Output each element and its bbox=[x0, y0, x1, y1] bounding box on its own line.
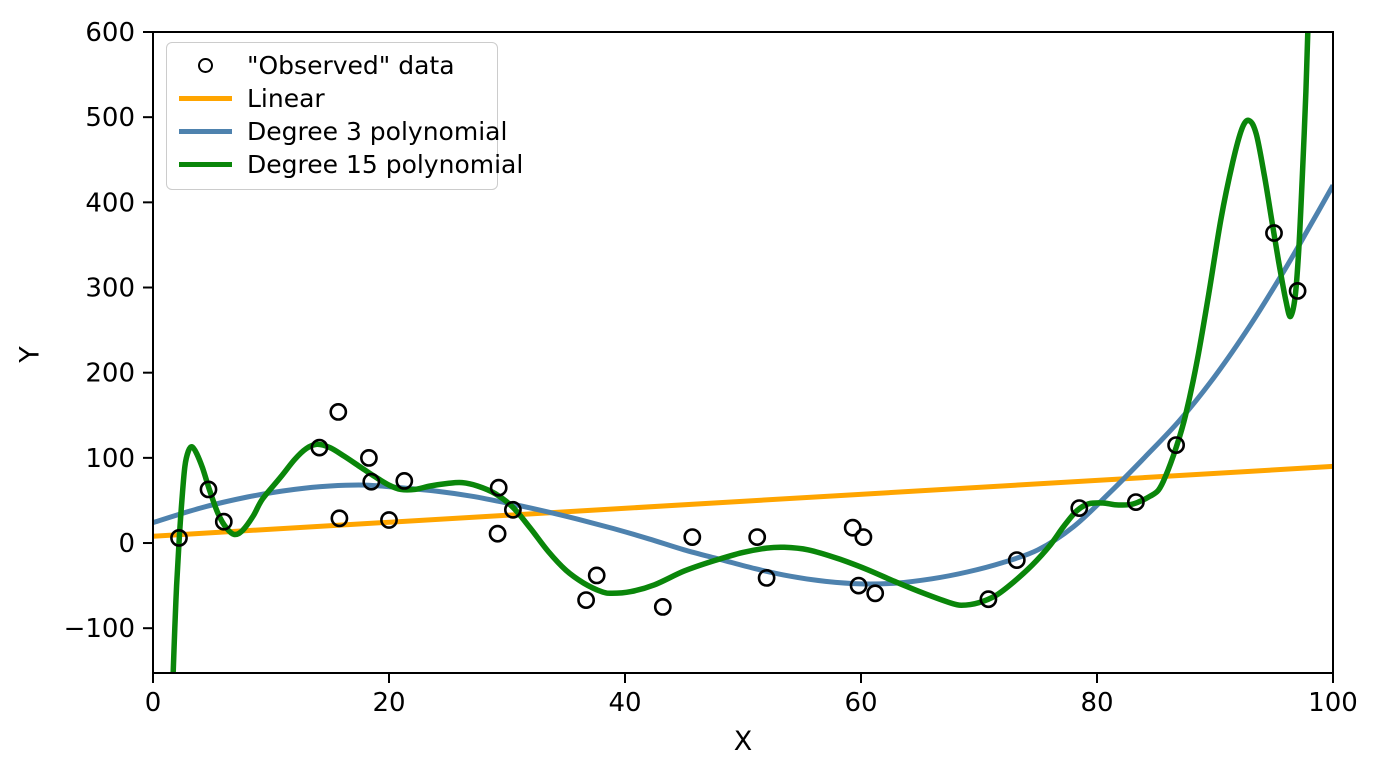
x-axis-label: X bbox=[733, 726, 753, 757]
y-tick-label: 400 bbox=[85, 188, 135, 218]
scatter-point bbox=[1070, 499, 1089, 517]
legend-item-degree-3-polynomial: Degree 3 polynomial bbox=[177, 115, 507, 148]
scatter-point bbox=[362, 472, 381, 491]
y-axis-label: Y bbox=[14, 346, 46, 363]
scatter-point bbox=[1007, 551, 1026, 569]
scatter-point bbox=[577, 591, 595, 609]
scatter-point bbox=[489, 478, 508, 497]
scatter-point bbox=[843, 518, 862, 537]
x-tick-label: 60 bbox=[844, 688, 877, 718]
legend-item-linear: Linear bbox=[177, 82, 487, 115]
scatter-point bbox=[757, 569, 776, 587]
scatter-point bbox=[1167, 436, 1185, 454]
scatter-point bbox=[199, 480, 218, 499]
legend-item-degree-15-polynomial: Degree 15 polynomial bbox=[177, 148, 523, 181]
x-tick-label: 0 bbox=[145, 688, 162, 718]
y-tick-label: 300 bbox=[85, 274, 135, 304]
scatter-point bbox=[866, 584, 885, 603]
legend-label-degree-3-polynomial: Degree 3 polynomial bbox=[247, 117, 508, 146]
scatter-point bbox=[653, 598, 672, 616]
scatter-point bbox=[310, 438, 329, 457]
legend-label-observed-data: "Observed" data bbox=[247, 51, 455, 80]
scatter-point bbox=[359, 448, 378, 467]
scatter-point bbox=[214, 512, 233, 531]
series-line-linear bbox=[153, 463, 1333, 539]
scatter-point bbox=[1265, 224, 1283, 242]
x-tick-label: 100 bbox=[1308, 688, 1358, 718]
legend-label-degree-15-polynomial: Degree 15 polynomial bbox=[247, 150, 524, 179]
y-tick-label: 0 bbox=[118, 529, 135, 559]
scatter-point bbox=[1127, 493, 1145, 511]
legend: "Observed" data Linear Degree 3 polynomi… bbox=[166, 42, 523, 190]
legend-label-linear: Linear bbox=[247, 84, 325, 113]
series-line-degree-15-polynomial bbox=[170, 32, 1311, 673]
y-tick-label: −100 bbox=[64, 614, 135, 644]
scatter-point bbox=[683, 528, 702, 546]
x-tick-label: 40 bbox=[608, 688, 641, 718]
scatter-point bbox=[504, 500, 522, 519]
x-tick-label: 80 bbox=[1080, 688, 1113, 718]
scatter-point bbox=[1288, 281, 1307, 300]
line-swatch-icon bbox=[177, 96, 233, 101]
scatter-point bbox=[748, 528, 767, 546]
y-tick-label: 200 bbox=[85, 359, 135, 389]
x-tick-label: 20 bbox=[372, 688, 405, 718]
scatter-point bbox=[849, 576, 868, 595]
y-tick-label: 100 bbox=[85, 444, 135, 474]
open-circle-marker-icon bbox=[177, 58, 233, 73]
scatter-point bbox=[395, 471, 414, 490]
scatter-point bbox=[587, 566, 606, 585]
scatter-point bbox=[854, 528, 873, 546]
y-tick-label: 600 bbox=[85, 18, 135, 48]
y-tick-label: 500 bbox=[85, 103, 135, 133]
legend-item-observed-data: "Observed" data bbox=[177, 49, 487, 82]
scatter-point bbox=[330, 509, 349, 528]
series-line-degree-3-polynomial bbox=[153, 184, 1333, 587]
plot-spines bbox=[152, 31, 1334, 674]
line-swatch-icon bbox=[177, 129, 233, 134]
scatter-point bbox=[329, 402, 348, 421]
scatter-point bbox=[170, 529, 188, 547]
scatter-point bbox=[488, 524, 507, 543]
scatter-point bbox=[380, 511, 398, 529]
line-swatch-icon bbox=[177, 162, 233, 167]
scatter-point bbox=[979, 590, 998, 609]
